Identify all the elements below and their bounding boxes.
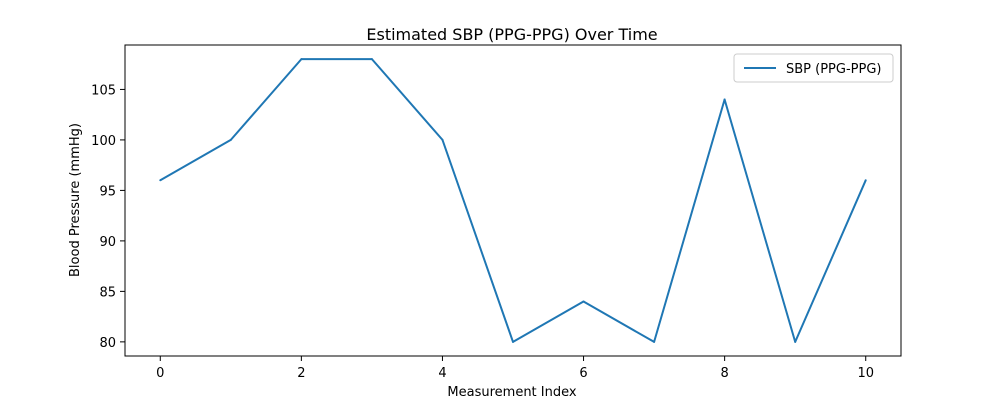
data-point xyxy=(864,179,867,182)
data-point xyxy=(512,340,514,343)
data-point xyxy=(229,138,232,141)
data-point xyxy=(370,58,373,61)
x-axis: 0 2 4 6 8 10 xyxy=(156,356,874,381)
legend-box xyxy=(733,53,894,83)
data-point xyxy=(723,98,726,101)
legend: SBP (PPG-PPG) xyxy=(733,53,894,83)
legend-label: SBP (PPG-PPG) xyxy=(786,62,881,77)
series-layer xyxy=(159,58,867,343)
y-axis-label: Blood Pressure (mmHg) xyxy=(68,123,83,277)
data-point xyxy=(582,300,585,303)
x-axis-label: Measurement Index xyxy=(447,385,576,400)
x-tick-label: 6 xyxy=(579,366,587,381)
data-point xyxy=(441,138,444,141)
data-point xyxy=(159,179,162,182)
y-tick-label: 105 xyxy=(91,83,116,98)
x-tick-label: 0 xyxy=(156,366,164,381)
y-tick-label: 100 xyxy=(91,134,116,149)
y-tick-label: 95 xyxy=(99,184,116,199)
data-point xyxy=(300,58,303,61)
y-tick-label: 85 xyxy=(99,285,116,300)
x-tick-label: 4 xyxy=(438,366,446,381)
chart-title: Estimated SBP (PPG-PPG) Over Time xyxy=(366,25,657,44)
y-tick-label: 90 xyxy=(99,235,116,250)
y-axis: 80 85 90 95 100 105 xyxy=(91,83,125,351)
x-tick-label: 8 xyxy=(720,366,728,381)
x-tick-label: 10 xyxy=(857,366,874,381)
y-tick-label: 80 xyxy=(99,336,116,351)
plot-area xyxy=(124,44,902,357)
data-point xyxy=(653,340,656,343)
data-point xyxy=(794,340,797,343)
x-tick-label: 2 xyxy=(297,366,305,381)
